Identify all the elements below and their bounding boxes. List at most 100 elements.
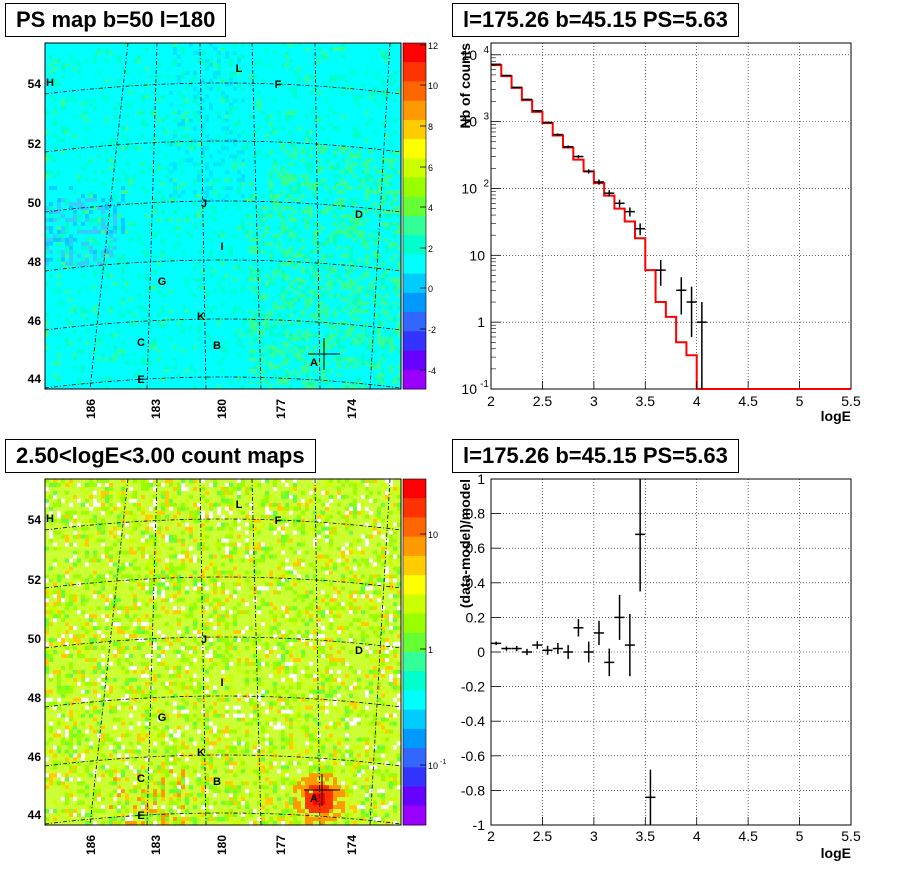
latitude-line <box>44 754 402 767</box>
residual-point <box>522 648 532 656</box>
latitude-line <box>44 259 402 272</box>
x-tick-label: 2 <box>487 393 495 409</box>
data-point <box>511 86 522 89</box>
source-label-c: C <box>137 337 145 349</box>
colorbar-swatch <box>403 177 426 198</box>
y-tick-label: 1 <box>477 314 485 330</box>
data-point <box>594 179 604 185</box>
data-point <box>501 74 512 77</box>
longitude-line <box>146 478 158 826</box>
ps-map-title: PS map b=50 l=180 <box>5 3 227 37</box>
source-label-l: L <box>236 63 243 75</box>
data-point <box>614 199 625 208</box>
x-tick-label: 5.5 <box>841 828 861 844</box>
colorbar-swatch <box>403 292 426 313</box>
ps-map-colorbar: 12 10 8 6 4 2 0 -2 -4 <box>402 41 438 390</box>
count-map-coordinate-grid <box>44 478 402 826</box>
residual-point <box>645 769 656 825</box>
source-label-h: H <box>46 513 54 525</box>
x-tick-label: 3 <box>590 828 598 844</box>
x-tick-label: 2 <box>487 828 495 844</box>
spectrum-x-ticks: 2 2.5 3 3.5 4 4.5 5 5.5 <box>487 381 861 409</box>
residual-grid <box>491 479 851 825</box>
residual-point <box>604 648 615 677</box>
source-label-k: K <box>197 747 205 759</box>
colorbar-swatch <box>403 594 426 614</box>
longitude-tick-label: 174 <box>345 835 359 855</box>
data-point <box>604 190 615 197</box>
residual-point <box>614 594 625 640</box>
data-point <box>635 223 646 236</box>
colorbar-tick-label: 2 <box>428 244 433 254</box>
count-map-axis-labels: 54 52 50 48 46 44 186 183 180 177 174 <box>28 513 359 855</box>
colorbar-swatch <box>403 312 426 332</box>
colorbar-swatch <box>403 728 426 749</box>
longitude-line <box>314 42 321 390</box>
longitude-tick-label: 183 <box>149 835 163 855</box>
x-tick-label: 4 <box>693 393 701 409</box>
colorbar-swatch <box>403 555 426 576</box>
source-label-j: J <box>201 634 207 646</box>
colorbar-swatch <box>403 369 426 390</box>
source-label-d: D <box>355 645 363 657</box>
y-tick-label: 10 <box>461 47 477 63</box>
source-label-e: E <box>137 374 144 386</box>
ps-map-frame <box>44 42 402 390</box>
data-point <box>542 121 553 124</box>
colorbar-swatch <box>403 690 426 711</box>
source-label-j: J <box>201 198 207 210</box>
latitude-line <box>44 636 402 649</box>
residual-data-points <box>491 479 656 825</box>
colorbar-swatch <box>403 158 426 178</box>
data-point <box>655 260 666 286</box>
colorbar-swatch <box>403 139 426 159</box>
y-tick-label: -0.2 <box>461 679 485 695</box>
spectrum-y-axis-label: Nb of counts <box>457 43 473 129</box>
data-point <box>583 169 594 174</box>
y-tick-exponent: 3 <box>483 112 489 123</box>
latitude-tick-label: 44 <box>28 372 42 386</box>
y-tick-label: 10 <box>469 247 485 263</box>
y-tick-label: 0.4 <box>466 575 486 591</box>
ps-map-crosshair <box>308 338 340 370</box>
source-label-g: G <box>158 276 167 288</box>
data-point <box>624 207 635 217</box>
source-label-h: H <box>46 77 54 89</box>
colorbar-swatch <box>403 748 426 768</box>
x-tick-label: 3.5 <box>636 393 656 409</box>
y-tick-label: 0.8 <box>466 506 486 522</box>
longitude-tick-label: 177 <box>274 399 288 419</box>
model-step-line <box>491 64 851 390</box>
latitude-tick-label: 44 <box>28 808 42 822</box>
x-tick-label: 3.5 <box>636 828 656 844</box>
y-tick-label: -0.8 <box>461 782 485 798</box>
source-label-b: B <box>213 776 221 788</box>
colorbar-swatch <box>403 196 426 217</box>
x-tick-label: 5 <box>796 393 804 409</box>
residual-point <box>501 646 512 651</box>
longitude-tick-label: 183 <box>149 399 163 419</box>
longitude-line <box>89 478 129 826</box>
spectrum-title: l=175.26 b=45.15 PS=5.63 <box>452 3 739 37</box>
y-tick-label: 0 <box>477 644 485 660</box>
longitude-line <box>251 478 262 826</box>
colorbar-swatch <box>403 613 426 634</box>
y-tick-label: 0.2 <box>466 609 486 625</box>
spectrum-x-axis-label: logE <box>821 408 851 424</box>
colorbar-tick-label: 8 <box>428 122 433 132</box>
colorbar-frame <box>402 42 427 390</box>
residual-x-ticks: 2 2.5 3 3.5 4 4.5 5 5.5 <box>487 817 861 844</box>
colorbar-swatch <box>403 350 426 371</box>
colorbar-tick-label: 10 <box>428 81 438 91</box>
x-tick-label: 4 <box>693 828 701 844</box>
count-map-crosshair <box>304 774 340 806</box>
source-label-i: I <box>220 677 223 689</box>
y-tick-exponent: 4 <box>483 45 489 56</box>
colorbar-swatch <box>403 767 426 787</box>
source-label-k: K <box>197 311 205 323</box>
spectrum-data-points <box>491 63 707 389</box>
ps-map-axis-labels: 54 52 50 48 46 44 186 183 180 177 174 <box>28 77 359 419</box>
data-point <box>676 277 687 315</box>
colorbar-tick-label: 10 <box>428 530 438 540</box>
longitude-line <box>199 42 207 390</box>
